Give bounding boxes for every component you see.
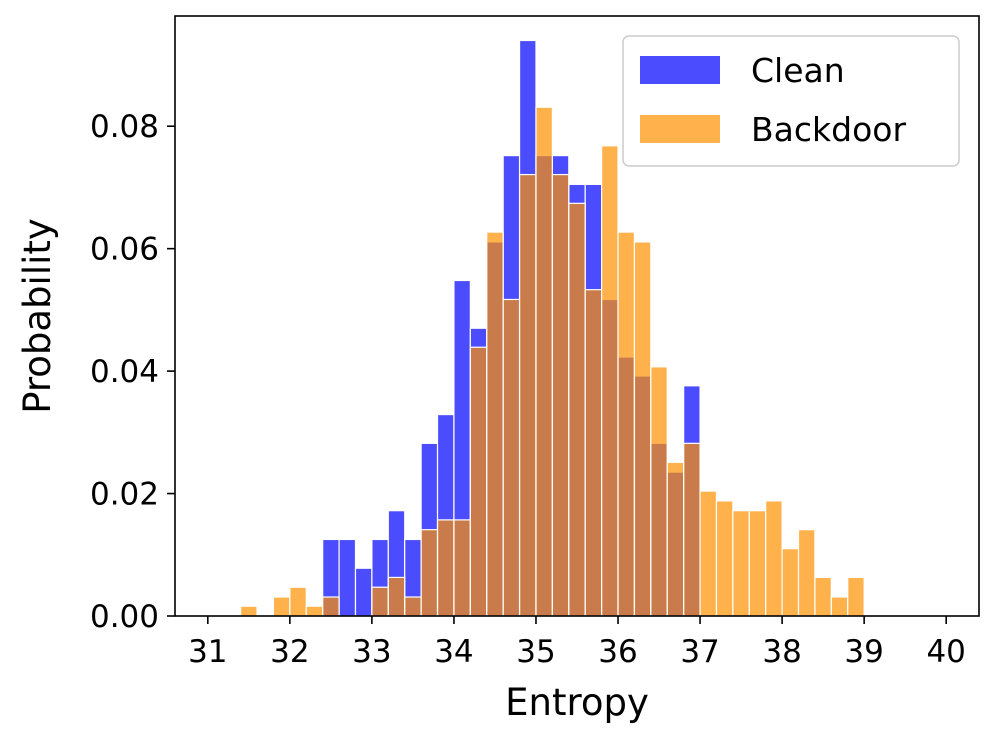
backdoor-bar	[683, 442, 701, 617]
backdoor-bar	[830, 596, 849, 617]
backdoor-bar	[289, 586, 307, 617]
backdoor-bar	[420, 529, 439, 617]
backdoor-bar	[847, 576, 865, 617]
backdoor-bar	[453, 519, 471, 617]
backdoor-bar	[551, 173, 570, 617]
backdoor-bar	[568, 202, 586, 617]
y-tick-label: 0.08	[90, 109, 159, 145]
backdoor-bar	[535, 106, 553, 617]
backdoor-bar	[371, 586, 389, 617]
backdoor-bar	[748, 510, 767, 617]
clean-legend-label: Clean	[751, 51, 845, 90]
y-tick-label: 0.02	[90, 477, 159, 513]
backdoor-bar	[715, 500, 734, 617]
backdoor-bar	[650, 366, 668, 617]
backdoor-bar	[633, 241, 652, 617]
backdoor-bar	[584, 289, 603, 617]
backdoor-bar	[272, 596, 291, 617]
backdoor-bar	[601, 145, 619, 617]
backdoor-bar	[781, 548, 800, 617]
backdoor-bar	[469, 346, 488, 617]
backdoor-bar	[732, 510, 750, 617]
backdoor-bar	[814, 576, 832, 617]
legend: Clean Backdoor	[622, 35, 960, 167]
y-axis-label: Probability	[16, 218, 59, 414]
clean-bar	[354, 567, 373, 617]
backdoor-bar	[699, 490, 718, 617]
x-tick-label: 31	[188, 634, 227, 670]
y-tick-label: 0.04	[90, 354, 159, 390]
y-tick-label: 0.06	[90, 232, 159, 268]
x-tick-label: 39	[844, 634, 883, 670]
x-tick-label: 34	[434, 634, 473, 670]
backdoor-bar	[240, 605, 258, 617]
x-tick-label: 33	[352, 634, 391, 670]
backdoor-legend-swatch	[640, 115, 720, 143]
clean-legend-swatch	[640, 56, 720, 84]
y-tick-label: 0.00	[90, 599, 159, 635]
x-tick-label: 35	[516, 634, 555, 670]
backdoor-bar	[404, 596, 422, 617]
plot-frame	[174, 15, 980, 617]
x-tick-label: 36	[598, 634, 637, 670]
x-tick-label: 38	[762, 634, 801, 670]
x-tick-label: 37	[680, 634, 719, 670]
backdoor-bar	[502, 298, 521, 617]
backdoor-bar	[436, 519, 455, 617]
x-tick-label: 40	[926, 634, 965, 670]
ticks-layer: 31 32 33 34 35 36 37 38 39 40 0.00 0.02 0.04 0.06 0.08	[90, 109, 966, 670]
backdoor-bar	[322, 596, 340, 617]
x-axis-label: Entropy	[505, 681, 649, 724]
backdoor-bar	[486, 231, 504, 617]
backdoor-bar	[765, 500, 783, 617]
clean-bar	[338, 538, 357, 617]
backdoor-legend-label: Backdoor	[751, 110, 906, 149]
backdoor-bar	[387, 576, 406, 617]
backdoor-bar	[518, 173, 537, 617]
backdoor-bar	[617, 231, 636, 617]
x-tick-label: 32	[270, 634, 309, 670]
backdoor-bar	[305, 605, 324, 617]
backdoor-bar	[666, 461, 685, 617]
backdoor-bar	[797, 529, 816, 617]
